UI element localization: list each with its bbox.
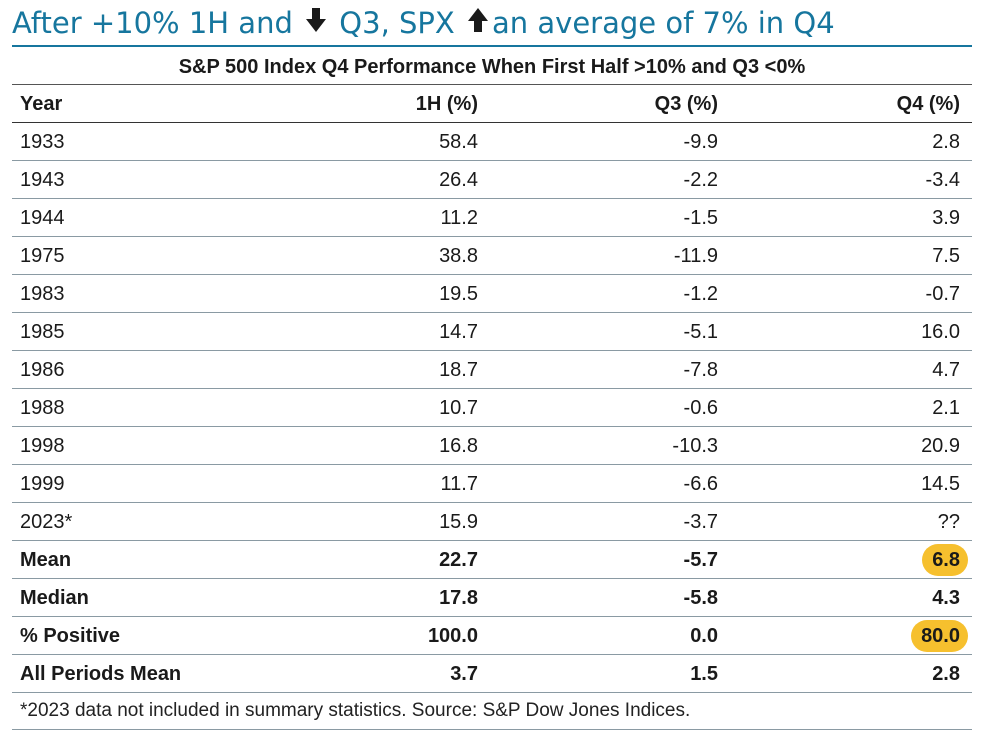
cell-1h: 100.0 [427, 625, 478, 647]
cell-q3: -9.9 [683, 131, 718, 153]
cell-q4: 14.5 [921, 473, 960, 495]
cell-1h: 18.7 [439, 359, 478, 381]
cell-1h: 16.8 [439, 435, 478, 457]
cell-year: All Periods Mean [20, 663, 182, 685]
table-row: 1999 11.7 -6.6 14.5 [12, 465, 972, 503]
cell-q3: 0.0 [690, 625, 718, 647]
highlighted-value: 6.8 [932, 549, 960, 571]
summary-row: All Periods Mean 3.7 1.5 2.8 [12, 655, 972, 693]
cell-year: Mean [20, 549, 72, 571]
cell-q4: -0.7 [925, 283, 960, 305]
cell-1h: 11.7 [440, 473, 478, 495]
cell-q3: -0.6 [683, 397, 718, 419]
cell-year: 2023* [20, 511, 73, 533]
cell-1h: 11.2 [440, 207, 478, 229]
table-header-row: Year 1H (%) Q3 (%) Q4 (%) [12, 85, 972, 123]
table-title-rule [12, 84, 972, 85]
arrow-down-icon [306, 6, 327, 40]
cell-1h: 38.8 [439, 245, 478, 267]
headline-rule [12, 45, 972, 47]
footnote-rule [12, 729, 972, 730]
table-row: 1985 14.7 -5.1 16.0 [12, 313, 972, 351]
cell-year: 1985 [20, 321, 65, 343]
highlighted-value: 80.0 [921, 625, 960, 647]
table-title: S&P 500 Index Q4 Performance When First … [178, 56, 806, 78]
arrow-up-icon [468, 6, 489, 40]
cell-q3: -5.1 [683, 321, 718, 343]
cell-q4: 7.5 [932, 245, 960, 267]
table-row: 1983 19.5 -1.2 -0.7 [12, 275, 972, 313]
cell-year: 1998 [20, 435, 65, 457]
cell-1h: 26.4 [439, 169, 478, 191]
header-year: Year [20, 93, 63, 115]
table-row: 1943 26.4 -2.2 -3.4 [12, 161, 972, 199]
cell-q4: 2.8 [932, 663, 960, 685]
headline-part-1: After +10% 1H and [12, 6, 303, 40]
table-row: 1986 18.7 -7.8 4.7 [12, 351, 972, 389]
table-row: 1933 58.4 -9.9 2.8 [12, 123, 972, 161]
table-row: 2023* 15.9 -3.7?? [12, 503, 972, 541]
cell-q4: 80.080.0 [772, 617, 968, 655]
cell-q3: -1.5 [683, 207, 718, 229]
cell-q4: 16.0 [921, 321, 960, 343]
footnote: *2023 data not included in summary stati… [20, 700, 691, 721]
cell-q3: -2.2 [683, 169, 718, 191]
summary-row: Median 17.8 -5.8 4.3 [12, 579, 972, 617]
cell-year: 1944 [20, 207, 65, 229]
cell-1h: 22.7 [439, 549, 478, 571]
cell-year: 1983 [20, 283, 65, 305]
cell-year: 1999 [20, 473, 65, 495]
cell-q4: 4.3 [932, 587, 960, 609]
table-row: 1944 11.2 -1.5 3.9 [12, 199, 972, 237]
table-row: 1998 16.8 -10.3 20.9 [12, 427, 972, 465]
table-row: 1988 10.7 -0.6 2.1 [12, 389, 972, 427]
cell-year: 1943 [20, 169, 65, 191]
cell-q3: -5.8 [683, 587, 718, 609]
cell-q4: 2.1 [932, 397, 960, 419]
cell-q3: -6.6 [683, 473, 718, 495]
performance-table: Year 1H (%) Q3 (%) Q4 (%) 1933 58.4 -9.9 2.… [12, 85, 972, 693]
cell-1h: 17.8 [439, 587, 478, 609]
summary-row: % Positive 100.0 0.0 80.080.0 [12, 617, 972, 655]
header-q3: Q3 (%) [654, 93, 718, 115]
cell-1h: 15.9 [439, 511, 478, 533]
cell-q4: 6.86.8 [772, 541, 968, 579]
cell-q3: -10.3 [672, 435, 718, 457]
cell-q4: ?? [937, 511, 960, 533]
cell-1h: 58.4 [439, 131, 478, 153]
highlight-marker: 6.8 [922, 544, 968, 576]
cell-year: % Positive [20, 625, 121, 647]
cell-1h: 10.7 [439, 397, 478, 419]
cell-q3: -1.2 [683, 283, 718, 305]
cell-year: 1933 [20, 131, 65, 153]
cell-year: 1986 [20, 359, 65, 381]
headline: After +10% 1H and Q3, SPX an average of … [12, 3, 972, 43]
cell-q4: 20.9 [921, 435, 960, 457]
cell-q4: -3.4 [925, 169, 960, 191]
cell-q3: -5.7 [683, 549, 718, 571]
cell-q3: -3.7 [683, 511, 718, 533]
cell-year: Median [20, 587, 89, 609]
header-q4: Q4 (%) [896, 93, 960, 115]
cell-year: 1975 [20, 245, 65, 267]
cell-q4: 4.7 [932, 359, 960, 381]
cell-q3: 1.5 [690, 663, 718, 685]
cell-year: 1988 [20, 397, 65, 419]
cell-q3: -7.8 [683, 359, 718, 381]
table-row: 1975 38.8 -11.9 7.5 [12, 237, 972, 275]
summary-row: Mean 22.7 -5.7 6.86.8 [12, 541, 972, 579]
headline-part-2: Q3, SPX [330, 6, 465, 40]
cell-1h: 19.5 [439, 283, 478, 305]
cell-q3: -11.9 [673, 245, 718, 267]
cell-1h: 3.7 [450, 663, 478, 685]
cell-1h: 14.7 [439, 321, 478, 343]
header-1h: 1H (%) [415, 93, 478, 115]
cell-q4: 2.8 [932, 131, 960, 153]
cell-q4: 3.9 [932, 207, 960, 229]
highlight-marker: 80.0 [911, 620, 968, 652]
headline-part-3: an average of 7% in Q4 [492, 6, 835, 40]
